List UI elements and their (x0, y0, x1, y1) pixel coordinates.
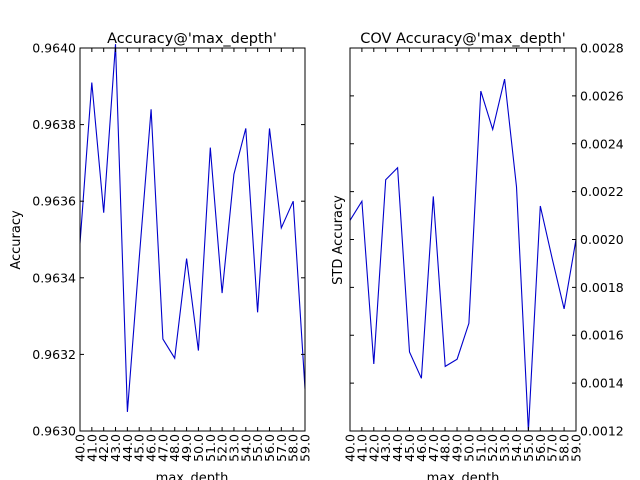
accuracy-x-tick-label: 43.0 (108, 434, 123, 462)
cov-y-tick-label: 0.0026 (580, 88, 624, 103)
accuracy-x-tick-label: 54.0 (238, 434, 253, 462)
cov-y-tick-label: 0.0014 (580, 376, 624, 391)
accuracy-x-tick-label: 56.0 (262, 434, 277, 462)
accuracy-x-tick-label: 42.0 (96, 434, 111, 462)
accuracy-x-tick-label: 41.0 (84, 434, 99, 462)
cov-x-tick-label: 56.0 (533, 434, 548, 462)
accuracy-x-tick-label: 55.0 (250, 434, 265, 462)
accuracy-x-axis-label: max_depth (156, 471, 229, 480)
cov-x-tick-label: 57.0 (545, 434, 560, 462)
cov-y-axis-label: STD Accuracy (331, 195, 346, 285)
accuracy-x-tick-label: 49.0 (179, 434, 194, 462)
cov-x-tick-label: 46.0 (414, 434, 429, 462)
cov-x-tick-label: 54.0 (509, 434, 524, 462)
accuracy-chart-title: Accuracy@'max_depth' (107, 31, 277, 47)
cov-x-tick-label: 49.0 (450, 434, 465, 462)
accuracy-subplot: Accuracy@'max_depth' Accuracy max_depth … (9, 31, 313, 480)
accuracy-x-tick-label: 45.0 (132, 434, 147, 462)
accuracy-series-line (79, 44, 306, 412)
cov-y-tick-label: 0.0012 (580, 424, 624, 439)
accuracy-x-tick-label: 58.0 (286, 434, 301, 462)
accuracy-x-tick-label: 47.0 (155, 434, 170, 462)
accuracy-x-tick-label: 46.0 (144, 434, 159, 462)
accuracy-plot-area (79, 44, 306, 412)
cov-x-tick-label: 45.0 (402, 434, 417, 462)
cov-x-tick-label: 51.0 (473, 434, 488, 462)
accuracy-x-ticks: 40.041.042.043.044.045.046.047.048.049.0… (73, 48, 313, 462)
accuracy-y-ticks: 0.9630 0.9632 0.9634 0.9636 0.9638 0.9640 (32, 41, 305, 439)
cov-x-ticks: 40.041.042.043.044.045.046.047.048.049.0… (343, 48, 584, 462)
cov-x-tick-label: 44.0 (390, 434, 405, 462)
accuracy-y-tick-label: 0.9632 (32, 347, 76, 362)
cov-x-tick-label: 58.0 (557, 434, 572, 462)
accuracy-y-tick-label: 0.9634 (32, 270, 76, 285)
cov-x-tick-label: 41.0 (354, 434, 369, 462)
accuracy-x-tick-label: 40.0 (73, 434, 88, 462)
accuracy-y-tick-label: 0.9638 (32, 117, 76, 132)
accuracy-x-tick-label: 59.0 (298, 434, 313, 462)
cov-y-tick-label: 0.0022 (580, 184, 624, 199)
accuracy-x-tick-label: 44.0 (120, 434, 135, 462)
cov-chart-title: COV Accuracy@'max_depth' (360, 31, 566, 47)
cov-y-ticks: 0.0012 0.0014 0.0016 0.0018 0.0020 0.0022 0.00… (350, 41, 624, 439)
accuracy-x-tick-label: 57.0 (274, 434, 289, 462)
accuracy-y-tick-label: 0.9630 (32, 424, 76, 439)
cov-x-axis-label: max_depth (427, 471, 500, 480)
accuracy-y-tick-label: 0.9636 (32, 194, 76, 209)
cov-x-tick-label: 42.0 (366, 434, 381, 462)
cov-x-tick-label: 55.0 (521, 434, 536, 462)
cov-plot-frame (349, 47, 577, 432)
accuracy-y-axis-label: Accuracy (9, 210, 24, 270)
cov-x-tick-label: 47.0 (426, 434, 441, 462)
accuracy-plot-frame (79, 47, 306, 432)
cov-plot-area (349, 78, 577, 432)
cov-x-tick-label: 59.0 (569, 434, 584, 462)
cov-x-tick-label: 50.0 (461, 434, 476, 462)
accuracy-x-tick-label: 50.0 (191, 434, 206, 462)
cov-x-tick-label: 53.0 (497, 434, 512, 462)
accuracy-x-tick-label: 48.0 (167, 434, 182, 462)
cov-series-line (349, 78, 577, 432)
accuracy-x-tick-label: 52.0 (215, 434, 230, 462)
accuracy-x-tick-label: 51.0 (203, 434, 218, 462)
cov-accuracy-subplot: COV Accuracy@'max_depth' STD Accuracy ma… (331, 31, 624, 480)
cov-x-tick-label: 52.0 (485, 434, 500, 462)
cov-y-tick-label: 0.0016 (580, 328, 624, 343)
accuracy-x-tick-label: 53.0 (226, 434, 241, 462)
cov-x-tick-label: 48.0 (438, 434, 453, 462)
cov-y-tick-label: 0.0028 (580, 41, 624, 56)
cov-x-tick-label: 40.0 (343, 434, 358, 462)
cov-y-tick-label: 0.0024 (580, 136, 624, 151)
cov-y-tick-label: 0.0018 (580, 280, 624, 295)
cov-x-tick-label: 43.0 (378, 434, 393, 462)
cov-y-tick-label: 0.0020 (580, 232, 624, 247)
accuracy-y-tick-label: 0.9640 (32, 41, 76, 56)
